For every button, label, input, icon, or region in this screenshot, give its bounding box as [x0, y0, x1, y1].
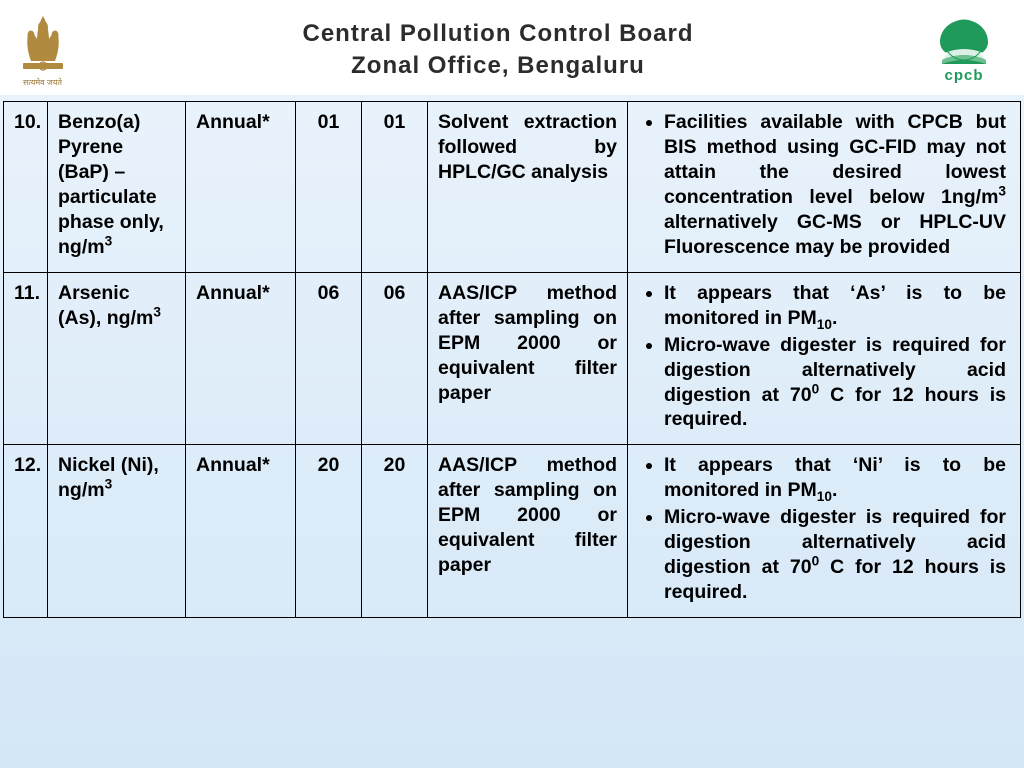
emblem-of-india-icon: सत्यमेव जयते	[10, 8, 75, 93]
page-title: Central Pollution Control Board Zonal Of…	[75, 18, 921, 83]
cell-remarks: It appears that ‘Ni’ is to be monitored …	[628, 445, 1021, 618]
cell-serial: 11.	[4, 272, 48, 445]
remark-item: It appears that ‘As’ is to be monitored …	[664, 281, 1006, 331]
table-row: 10.Benzo(a) Pyrene (BaP) – particulate p…	[4, 102, 1021, 273]
cell-method: Solvent extraction followed by HPLC/GC a…	[428, 102, 628, 273]
remark-item: Micro-wave digester is required for dige…	[664, 505, 1006, 605]
cell-serial: 12.	[4, 445, 48, 618]
svg-text:cpcb: cpcb	[944, 67, 983, 84]
cell-value-2: 06	[362, 272, 428, 445]
cell-averaging: Annual*	[186, 102, 296, 273]
cell-parameter: Nickel (Ni), ng/m3	[48, 445, 186, 618]
cell-remarks: Facilities available with CPCB but BIS m…	[628, 102, 1021, 273]
cell-averaging: Annual*	[186, 272, 296, 445]
cell-averaging: Annual*	[186, 445, 296, 618]
emblem-caption: सत्यमेव जयते	[23, 77, 62, 88]
cell-parameter: Arsenic (As), ng/m3	[48, 272, 186, 445]
remark-item: It appears that ‘Ni’ is to be monitored …	[664, 453, 1006, 503]
title-line-1: Central Pollution Control Board	[75, 18, 921, 50]
cpcb-logo-icon: cpcb	[921, 10, 1006, 90]
cell-method: AAS/ICP method after sampling on EPM 200…	[428, 445, 628, 618]
cell-value-1: 06	[296, 272, 362, 445]
cell-value-2: 20	[362, 445, 428, 618]
header: सत्यमेव जयते Central Pollution Control B…	[0, 0, 1024, 95]
cell-value-2: 01	[362, 102, 428, 273]
parameter-table: 10.Benzo(a) Pyrene (BaP) – particulate p…	[3, 101, 1021, 618]
cell-remarks: It appears that ‘As’ is to be monitored …	[628, 272, 1021, 445]
table-row: 11.Arsenic (As), ng/m3Annual*0606AAS/ICP…	[4, 272, 1021, 445]
cell-serial: 10.	[4, 102, 48, 273]
table-row: 12.Nickel (Ni), ng/m3Annual*2020AAS/ICP …	[4, 445, 1021, 618]
data-table-container: 10.Benzo(a) Pyrene (BaP) – particulate p…	[0, 95, 1024, 618]
cell-value-1: 20	[296, 445, 362, 618]
cell-method: AAS/ICP method after sampling on EPM 200…	[428, 272, 628, 445]
remark-item: Micro-wave digester is required for dige…	[664, 333, 1006, 433]
cell-value-1: 01	[296, 102, 362, 273]
remark-item: Facilities available with CPCB but BIS m…	[664, 110, 1006, 260]
title-line-2: Zonal Office, Bengaluru	[75, 50, 921, 82]
cell-parameter: Benzo(a) Pyrene (BaP) – particulate phas…	[48, 102, 186, 273]
